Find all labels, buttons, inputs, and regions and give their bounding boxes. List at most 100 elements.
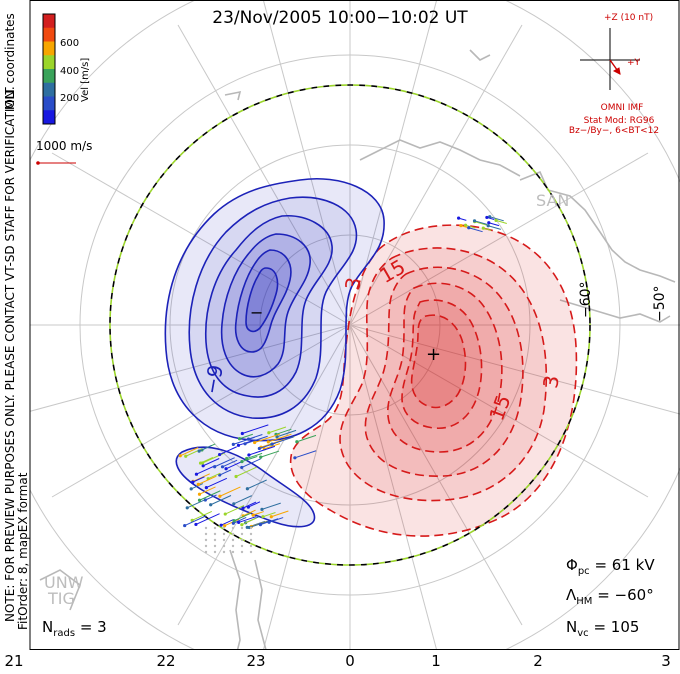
velocity-vector-origin — [190, 518, 194, 522]
velocity-vector — [465, 224, 476, 229]
color-bar-segment — [43, 41, 55, 56]
velocity-vector-origin — [178, 454, 182, 458]
velocity-vector — [219, 446, 237, 455]
velocity-vector-origin — [223, 512, 227, 516]
velocity-vector-origin — [204, 485, 208, 490]
velocity-vector-origin — [184, 454, 188, 458]
velocity-vector-origin — [237, 437, 242, 441]
velocity-vector — [474, 220, 488, 225]
velocity-vector — [241, 517, 257, 526]
velocity-vector-origin — [481, 226, 485, 230]
empty-cell-dot — [222, 544, 226, 548]
velocity-vector — [205, 494, 217, 501]
velocity-vector-origin — [189, 487, 193, 491]
color-tick-200: 200 — [60, 93, 79, 104]
empty-cell-dot — [213, 550, 217, 554]
velocity-vector-origin — [267, 431, 271, 435]
empty-cell-dot — [231, 544, 235, 548]
velocity-vector — [262, 512, 276, 518]
velocity-vector-origin — [459, 224, 463, 228]
empty-cell-dot — [222, 526, 226, 530]
velocity-vector-origin — [260, 507, 264, 511]
imf-y-label: +Y — [627, 58, 641, 68]
color-bar-segment — [43, 55, 55, 70]
empty-cell-dot — [213, 526, 217, 530]
velocity-vector-origin — [241, 506, 245, 510]
color-bar-segment — [43, 110, 55, 125]
velocity-vector-origin — [257, 446, 261, 451]
mlt-label-3: 3 — [661, 652, 671, 670]
station-labels: SAN UNW TIG — [44, 191, 569, 608]
velocity-vector-origin — [197, 492, 202, 496]
color-bar-segment — [43, 82, 55, 97]
velocity-vector-origin — [197, 498, 202, 502]
velocity-vector — [219, 486, 241, 497]
velocity-color-bar: 600 400 200 Vel [m/s] — [42, 13, 91, 125]
velocity-vector — [248, 501, 261, 508]
map-frame — [29, 0, 680, 650]
velocity-vector — [180, 447, 199, 457]
velocity-vector — [241, 458, 261, 468]
empty-cell-dot — [204, 526, 208, 530]
negative-potential-cell — [164, 178, 385, 528]
velocity-vector-origin — [203, 498, 207, 502]
contour-label-pos-1: 3 — [340, 275, 366, 292]
hm-boundary-latitude: ΛHM = −60° — [566, 586, 654, 607]
velocity-vector-origin — [197, 449, 201, 453]
velocity-vectors — [178, 215, 507, 554]
velocity-vector-origin — [194, 522, 198, 527]
color-bar-segment — [43, 69, 55, 84]
velocity-vector — [222, 459, 238, 468]
velocity-vector — [233, 516, 247, 524]
velocity-vector-origin — [243, 442, 247, 446]
station-tig: TIG — [47, 589, 75, 608]
empty-cell-dot — [231, 550, 235, 554]
velocity-vector-origin — [223, 524, 227, 528]
velocity-vector-origin — [266, 440, 270, 444]
empty-cell-dot — [213, 544, 217, 548]
velocity-vector — [207, 472, 221, 480]
velocity-vector — [195, 513, 220, 525]
velocity-vector — [268, 433, 292, 443]
velocity-vector — [190, 483, 204, 490]
velocity-vector-origin — [185, 506, 189, 510]
latitude-label-60: −60° — [578, 281, 594, 318]
potential-max-marker: + — [426, 344, 441, 365]
reference-vector — [36, 161, 76, 165]
velocity-vector-origin — [247, 453, 251, 457]
velocity-vector — [202, 458, 220, 467]
imf-model-line2: Bz−/By−, 6<BT<12 — [568, 126, 660, 136]
empty-cell-dot — [240, 544, 244, 548]
velocity-vector — [239, 433, 253, 440]
station-san: SAN — [536, 191, 569, 210]
velocity-vector-origin — [220, 465, 225, 469]
velocity-vector-origin — [258, 522, 263, 527]
velocity-vector — [248, 445, 276, 456]
velocity-vector-origin — [232, 502, 236, 506]
velocity-vector — [275, 428, 292, 435]
velocity-vector — [200, 457, 214, 464]
velocity-vector-origin — [267, 520, 271, 524]
vector-count: Nvc = 105 — [566, 618, 640, 639]
velocity-vector-origin — [270, 442, 274, 446]
velocity-vector-origin — [275, 435, 279, 439]
imf-clock — [580, 28, 640, 90]
velocity-vector — [296, 434, 317, 443]
velocity-vector — [488, 222, 500, 227]
velocity-vector — [199, 490, 221, 501]
velocity-vector-origin — [209, 503, 213, 507]
velocity-vector-origin — [246, 437, 251, 441]
velocity-vector-origin — [253, 440, 257, 445]
velocity-vector-origin — [218, 494, 222, 498]
velocity-vector — [210, 495, 232, 506]
velocity-vector — [260, 450, 280, 458]
velocity-vector-origin — [218, 452, 222, 457]
velocity-vector-origin — [196, 482, 200, 486]
empty-cell-dot — [222, 538, 226, 542]
velocity-vector — [248, 433, 263, 440]
velocity-vector-origin — [236, 443, 241, 447]
velocity-vector-origin — [231, 521, 235, 525]
color-bar-segment — [43, 14, 55, 29]
empty-cell-dot — [204, 538, 208, 542]
velocity-vector-origin — [231, 442, 235, 446]
